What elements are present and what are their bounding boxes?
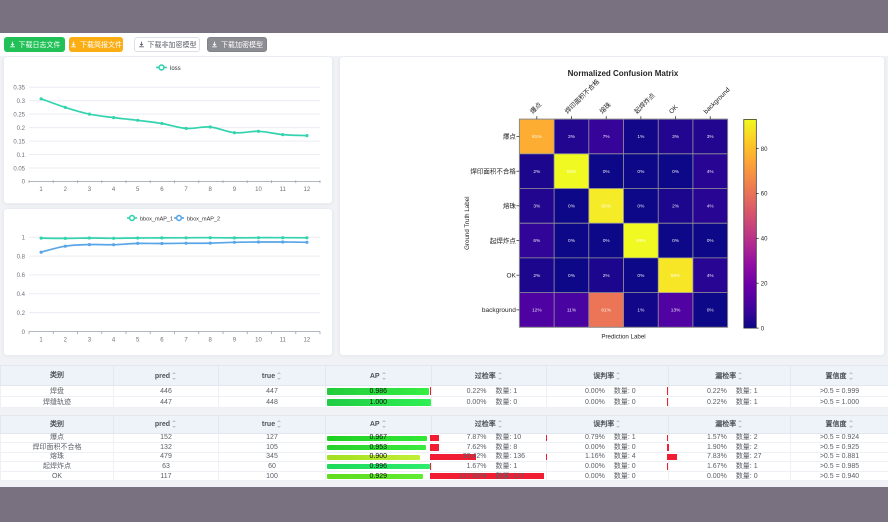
svg-text:3: 3	[88, 187, 92, 193]
svg-text:9: 9	[233, 338, 237, 344]
svg-text:11: 11	[280, 338, 287, 344]
svg-text:40: 40	[761, 237, 768, 243]
svg-text:0.6: 0.6	[17, 273, 26, 279]
svg-text:0%: 0%	[707, 308, 715, 314]
svg-text:0.15: 0.15	[13, 139, 25, 145]
svg-text:5: 5	[136, 338, 140, 344]
svg-text:0%: 0%	[568, 204, 576, 210]
svg-text:6%: 6%	[533, 238, 541, 244]
svg-text:0.05: 0.05	[13, 166, 25, 172]
svg-text:熔珠: 熔珠	[597, 100, 613, 116]
svg-text:4: 4	[112, 338, 116, 344]
svg-text:1%: 1%	[637, 308, 645, 314]
svg-text:4%: 4%	[707, 169, 715, 175]
svg-text:爆点: 爆点	[528, 100, 544, 116]
svg-text:background: background	[482, 307, 516, 314]
svg-text:11%: 11%	[567, 308, 577, 314]
svg-text:93%: 93%	[567, 169, 577, 175]
svg-text:4%: 4%	[707, 204, 715, 210]
svg-text:90%: 90%	[601, 204, 611, 210]
svg-text:4%: 4%	[707, 273, 715, 279]
svg-text:61%: 61%	[601, 308, 611, 314]
svg-text:60: 60	[761, 192, 768, 198]
svg-text:6: 6	[160, 187, 164, 193]
svg-text:1%: 1%	[637, 134, 645, 140]
svg-text:0: 0	[22, 330, 26, 336]
svg-text:2%: 2%	[672, 204, 680, 210]
svg-text:93%: 93%	[636, 238, 646, 244]
svg-text:0.8: 0.8	[17, 254, 26, 260]
svg-text:6: 6	[160, 338, 164, 344]
svg-text:12: 12	[304, 187, 311, 193]
svg-text:81%: 81%	[532, 134, 542, 140]
svg-text:0%: 0%	[637, 273, 645, 279]
svg-text:loss: loss	[170, 66, 181, 72]
svg-text:12: 12	[304, 338, 311, 344]
svg-text:0%: 0%	[707, 238, 715, 244]
svg-text:0.2: 0.2	[17, 126, 26, 132]
svg-text:0%: 0%	[603, 238, 611, 244]
svg-text:8: 8	[209, 187, 213, 193]
svg-text:1: 1	[39, 187, 43, 193]
svg-text:爆点: 爆点	[503, 132, 517, 141]
svg-text:0: 0	[761, 326, 765, 332]
svg-text:3: 3	[88, 338, 92, 344]
svg-text:2%: 2%	[533, 169, 541, 175]
svg-text:2%: 2%	[533, 273, 541, 279]
svg-text:0.1: 0.1	[17, 153, 26, 159]
svg-text:起焊炸点: 起焊炸点	[490, 236, 517, 245]
svg-text:3%: 3%	[707, 134, 715, 140]
svg-text:0%: 0%	[637, 204, 645, 210]
svg-text:Ground Truth Label: Ground Truth Label	[464, 197, 471, 250]
svg-text:3%: 3%	[672, 134, 680, 140]
svg-text:3%: 3%	[533, 204, 541, 210]
svg-text:0: 0	[22, 180, 26, 186]
svg-text:3%: 3%	[568, 134, 576, 140]
svg-text:7: 7	[184, 338, 188, 344]
svg-text:0.35: 0.35	[13, 86, 25, 92]
svg-text:2: 2	[64, 187, 68, 193]
svg-text:20: 20	[761, 281, 768, 287]
svg-text:8: 8	[209, 338, 213, 344]
svg-text:Prediction Label: Prediction Label	[601, 334, 645, 341]
svg-text:7: 7	[184, 187, 188, 193]
svg-text:焊印面积不合格: 焊印面积不合格	[470, 166, 516, 175]
svg-text:2: 2	[64, 338, 68, 344]
svg-text:12%: 12%	[532, 308, 542, 314]
svg-text:0.2: 0.2	[17, 311, 26, 317]
svg-text:bbox_mAP_2: bbox_mAP_2	[187, 216, 220, 222]
svg-text:0%: 0%	[568, 238, 576, 244]
svg-text:11: 11	[280, 187, 287, 193]
svg-text:熔珠: 熔珠	[503, 201, 517, 210]
svg-text:0%: 0%	[568, 273, 576, 279]
svg-text:10: 10	[255, 338, 262, 344]
svg-text:0.3: 0.3	[17, 99, 26, 105]
svg-text:0%: 0%	[637, 169, 645, 175]
svg-text:0%: 0%	[672, 238, 680, 244]
svg-text:Normalized Confusion Matrix: Normalized Confusion Matrix	[568, 69, 679, 78]
svg-text:7%: 7%	[603, 134, 611, 140]
svg-text:80: 80	[761, 147, 768, 153]
svg-text:1: 1	[39, 338, 43, 344]
svg-text:2%: 2%	[603, 273, 611, 279]
svg-text:9: 9	[233, 187, 237, 193]
svg-text:焊印面积不合格: 焊印面积不合格	[563, 77, 602, 116]
svg-text:bbox_mAP_1: bbox_mAP_1	[140, 216, 173, 222]
svg-text:background: background	[703, 86, 732, 115]
svg-text:0%: 0%	[603, 169, 611, 175]
svg-text:0.4: 0.4	[17, 292, 26, 298]
svg-text:10: 10	[255, 187, 262, 193]
svg-text:OK: OK	[668, 103, 680, 115]
svg-text:0%: 0%	[672, 169, 680, 175]
svg-text:13%: 13%	[671, 308, 681, 314]
svg-text:4: 4	[112, 187, 116, 193]
svg-text:起焊炸点: 起焊炸点	[632, 90, 657, 115]
svg-text:1: 1	[22, 236, 26, 242]
svg-text:89%: 89%	[671, 273, 681, 279]
svg-text:5: 5	[136, 187, 140, 193]
svg-text:OK: OK	[506, 272, 516, 279]
svg-text:0.25: 0.25	[13, 112, 25, 118]
